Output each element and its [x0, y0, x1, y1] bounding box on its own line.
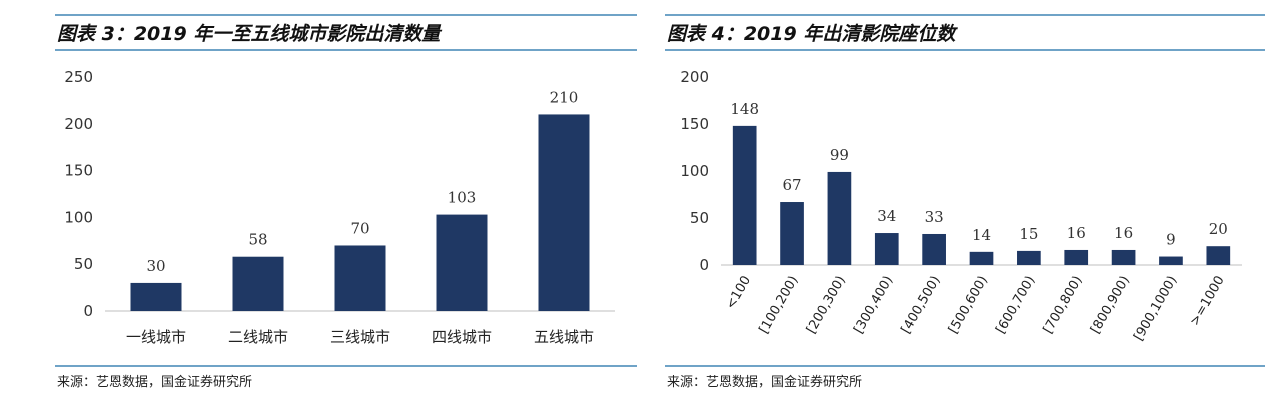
x-tick-label: [200,300): [804, 274, 849, 337]
x-tick-label: [500,600): [946, 274, 991, 337]
x-tick-label: <100: [723, 274, 754, 312]
bar: [732, 125, 757, 265]
chart-title: 图表 3：2019 年一至五线城市影院出清数量: [57, 23, 441, 45]
bar: [780, 202, 804, 265]
data-label: 30: [146, 257, 165, 275]
y-tick-label: 50: [690, 209, 709, 227]
y-tick-label: 100: [64, 208, 93, 226]
x-tick-label: 三线城市: [330, 328, 390, 346]
bar: [827, 171, 852, 265]
title-rule: [665, 49, 1265, 51]
title-rule: [55, 49, 637, 51]
source-rule: [55, 365, 637, 367]
bar: [874, 233, 899, 265]
bar: [1206, 246, 1231, 265]
bar: [969, 251, 994, 265]
x-tick-label: 五线城市: [534, 328, 594, 346]
x-tick-label: >=1000: [1187, 274, 1227, 329]
x-tick-label: [300,400): [851, 274, 896, 337]
data-label: 148: [730, 100, 759, 118]
x-tick-label: [100,200): [757, 274, 802, 337]
y-tick-label: 0: [699, 256, 709, 274]
source-note: 来源：艺恩数据，国金证券研究所: [667, 375, 863, 390]
top-rule: [665, 14, 1265, 16]
bar: [538, 114, 590, 311]
data-label: 34: [877, 207, 896, 225]
x-tick-label: [400,500): [899, 274, 944, 337]
x-tick-label: 一线城市: [126, 328, 186, 346]
y-tick-label: 0: [83, 302, 93, 320]
bar: [922, 233, 946, 265]
bar: [1064, 249, 1089, 265]
bar: [334, 245, 386, 311]
y-tick-label: 50: [74, 255, 93, 273]
data-label: 16: [1067, 224, 1086, 242]
x-tick-label: [600,700): [993, 274, 1038, 337]
bar: [130, 282, 182, 311]
bar: [436, 214, 488, 311]
bar-chart-seat-count: 0 50 100 150 200 148 <100 67 [100,200) 99 [200,300…: [680, 68, 1242, 344]
top-rule: [55, 14, 637, 16]
y-tick-label: 150: [680, 115, 709, 133]
bar: [1111, 249, 1136, 265]
x-tick-label: [900,1000): [1131, 274, 1180, 344]
data-label: 15: [1019, 225, 1038, 243]
data-label: 9: [1166, 231, 1176, 249]
x-tick-label: [700,800): [1041, 274, 1086, 337]
bar: [1159, 256, 1183, 265]
data-label: 103: [448, 189, 477, 207]
bar: [232, 256, 284, 311]
y-tick-label: 150: [64, 162, 93, 180]
data-label: 210: [550, 88, 579, 106]
x-tick-label: 二线城市: [228, 328, 288, 346]
source-note: 来源：艺恩数据，国金证券研究所: [57, 375, 253, 390]
bar: [1017, 250, 1041, 265]
chart-panel-right: 图表 4：2019 年出清影院座位数 0 50 100 150 200 148 <100 67…: [640, 0, 1280, 401]
bar-chart-city-tiers: 0 50 100 150 200 250 30 一线城市 58 二线城市 70 三线城市 103 四线城市…: [64, 68, 615, 346]
x-tick-label: 四线城市: [432, 328, 492, 346]
data-label: 14: [972, 226, 991, 244]
chart-title: 图表 4：2019 年出清影院座位数: [667, 23, 956, 45]
data-label: 16: [1114, 224, 1133, 242]
y-tick-label: 100: [680, 162, 709, 180]
data-label: 58: [248, 231, 267, 249]
data-label: 67: [782, 176, 801, 194]
data-label: 70: [350, 219, 369, 237]
y-tick-label: 200: [64, 115, 93, 133]
data-label: 99: [830, 146, 849, 164]
y-tick-label: 250: [64, 68, 93, 86]
data-label: 20: [1209, 220, 1228, 238]
data-label: 33: [925, 208, 944, 226]
source-rule: [665, 365, 1265, 367]
y-tick-label: 200: [680, 68, 709, 86]
x-tick-label: [800,900): [1088, 274, 1133, 337]
chart-panel-left: 图表 3：2019 年一至五线城市影院出清数量 0 50 100 150 200 250 3…: [55, 14, 637, 390]
